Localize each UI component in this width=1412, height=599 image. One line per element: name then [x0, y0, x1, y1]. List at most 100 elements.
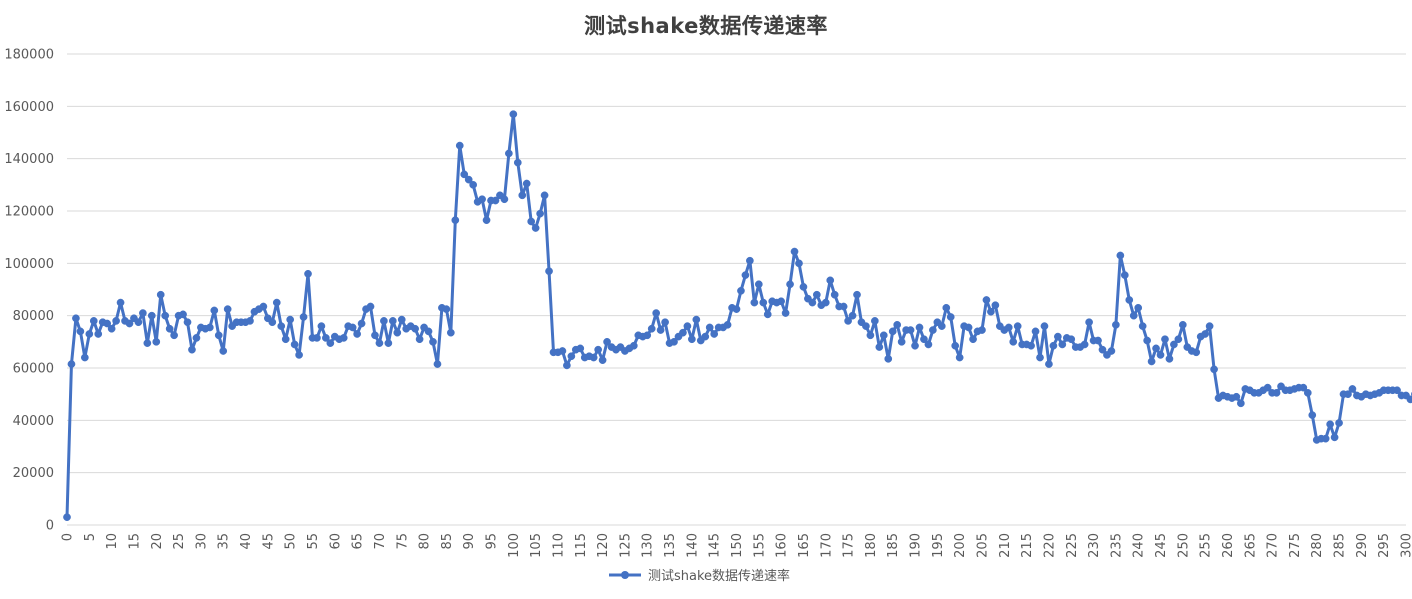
- data-point: [1129, 311, 1138, 320]
- data-point: [906, 326, 915, 334]
- data-point: [1232, 392, 1241, 401]
- data-point: [799, 283, 808, 291]
- data-point: [920, 335, 928, 344]
- data-point: [1344, 390, 1352, 399]
- data-point: [357, 319, 366, 328]
- x-tick-label: 240: [1132, 533, 1147, 558]
- data-point: [893, 320, 902, 329]
- x-tick-label: 115: [574, 533, 589, 558]
- data-point: [964, 323, 973, 332]
- data-point: [750, 298, 759, 307]
- data-point: [1143, 336, 1151, 345]
- x-tick-label: 130: [641, 533, 656, 558]
- data-point: [1263, 383, 1272, 392]
- data-point: [527, 217, 536, 226]
- y-tick-label: 100000: [4, 257, 54, 272]
- data-point: [652, 309, 661, 317]
- x-tick-label: 245: [1154, 533, 1169, 558]
- data-point: [732, 305, 741, 313]
- data-point: [1156, 351, 1165, 359]
- data-point: [353, 330, 361, 338]
- x-tick-label: 125: [618, 533, 633, 558]
- data-point: [469, 180, 478, 189]
- data-point: [505, 149, 513, 158]
- data-point: [978, 326, 986, 334]
- data-point: [946, 313, 955, 321]
- data-point: [210, 306, 219, 315]
- x-tick-label: 210: [998, 533, 1013, 558]
- data-point: [875, 343, 884, 351]
- y-tick-label: 160000: [4, 100, 54, 115]
- x-tick-label: 145: [708, 533, 723, 558]
- data-point: [491, 196, 500, 205]
- x-tick-label: 275: [1288, 533, 1303, 558]
- data-point: [116, 298, 125, 307]
- data-point: [915, 323, 924, 332]
- data-point: [397, 315, 406, 324]
- data-point: [531, 224, 540, 232]
- data-point: [1237, 399, 1245, 408]
- x-tick-label: 0: [61, 533, 76, 541]
- data-point: [786, 280, 794, 289]
- data-point: [656, 326, 665, 334]
- data-point: [839, 302, 848, 311]
- data-point: [1174, 335, 1183, 344]
- data-point: [1058, 340, 1067, 349]
- data-point: [661, 318, 669, 327]
- data-point: [393, 328, 402, 337]
- x-tick-label: 110: [551, 533, 566, 558]
- data-point: [1112, 320, 1120, 329]
- data-point: [1165, 354, 1174, 363]
- data-point: [1192, 348, 1201, 357]
- data-point: [183, 318, 192, 327]
- data-point: [322, 334, 330, 342]
- legend-entry-label: 测试shake数据传递速率: [648, 568, 790, 584]
- data-point: [1009, 337, 1018, 346]
- data-point: [1098, 345, 1107, 354]
- data-point: [429, 337, 437, 346]
- data-point: [179, 310, 187, 319]
- x-tick-label: 235: [1109, 533, 1124, 558]
- legend: 测试shake数据传递速率: [609, 568, 790, 584]
- data-point: [781, 309, 790, 317]
- data-point: [830, 290, 839, 299]
- data-point: [286, 315, 295, 324]
- data-point: [808, 298, 817, 307]
- x-tick-label: 270: [1266, 533, 1281, 558]
- x-tick-label: 255: [1199, 533, 1214, 558]
- data-point: [464, 175, 473, 184]
- data-point: [304, 269, 312, 278]
- data-point: [424, 327, 433, 336]
- x-tick-label: 205: [975, 533, 990, 558]
- data-point: [143, 339, 152, 347]
- x-tick-label: 230: [1087, 533, 1102, 558]
- data-point: [1120, 271, 1129, 279]
- data-point: [433, 360, 442, 368]
- data-point: [246, 317, 254, 325]
- data-point: [545, 267, 553, 276]
- data-point: [380, 317, 388, 325]
- x-tick-label: 55: [306, 533, 321, 550]
- x-tick-label: 180: [864, 533, 879, 558]
- data-point: [219, 347, 228, 355]
- data-point: [1308, 411, 1317, 419]
- data-point: [1178, 320, 1187, 329]
- data-point: [1326, 420, 1334, 429]
- x-tick-label: 140: [685, 533, 700, 558]
- data-point: [1138, 322, 1147, 330]
- x-tick-label: 250: [1176, 533, 1191, 558]
- data-point: [518, 191, 527, 200]
- y-tick-label: 60000: [13, 362, 54, 377]
- data-point: [1125, 296, 1134, 304]
- data-point: [455, 141, 464, 150]
- data-point: [451, 216, 460, 225]
- data-point: [500, 195, 509, 204]
- data-point: [415, 335, 424, 344]
- data-point: [295, 351, 303, 359]
- y-axis-ticks: 0 20000 40000 60000 80000 100000 120000 140000 1…: [4, 48, 54, 534]
- data-point: [536, 209, 544, 218]
- x-tick-label: 285: [1333, 533, 1348, 558]
- x-tick-label: 45: [261, 533, 276, 550]
- data-point: [1335, 419, 1343, 427]
